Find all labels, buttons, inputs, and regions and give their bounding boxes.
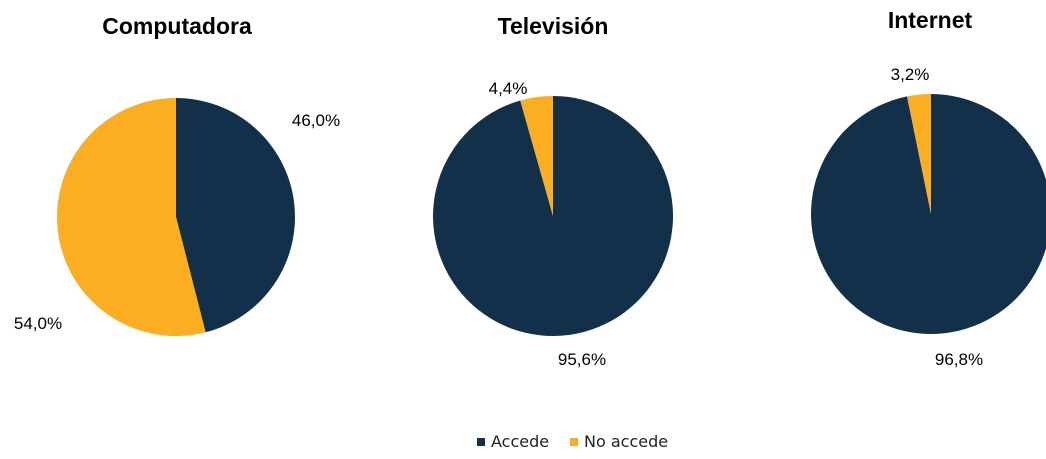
pie-slice-internet-accede bbox=[811, 94, 1046, 334]
pie-chart-computadora: Computadora 46,0% 54,0% bbox=[14, 13, 340, 336]
data-label-internet-accede: 96,8% bbox=[935, 350, 983, 369]
data-label-computadora-no-accede: 54,0% bbox=[14, 314, 62, 333]
legend-label-accede: Accede bbox=[491, 432, 549, 451]
data-label-internet-no-accede: 3,2% bbox=[891, 65, 930, 84]
pie-slices-computadora bbox=[56, 98, 295, 336]
pie-slices-television bbox=[433, 96, 674, 336]
legend-label-no-accede: No accede bbox=[584, 432, 668, 451]
pie-slice-computadora-no-accede bbox=[56, 98, 206, 336]
chart-title-television: Televisión bbox=[498, 13, 609, 39]
pie-slice-computadora-accede bbox=[176, 98, 295, 333]
legend-swatch-accede bbox=[477, 438, 485, 446]
data-label-computadora-accede: 46,0% bbox=[292, 111, 340, 130]
chart-title-computadora: Computadora bbox=[102, 13, 252, 39]
pie-chart-internet: Internet 96,8% 3,2% bbox=[811, 7, 1046, 369]
pie-slice-television-accede bbox=[433, 96, 674, 336]
pie-slices-internet bbox=[811, 94, 1046, 334]
pie-slice-television-no-accede bbox=[520, 96, 553, 216]
data-label-television-no-accede: 4,4% bbox=[489, 79, 528, 98]
chart-title-internet: Internet bbox=[888, 7, 973, 33]
pie-chart-television: Televisión 95,6% 4,4% bbox=[433, 13, 674, 369]
legend: Accede No accede bbox=[477, 432, 668, 451]
pie-slice-internet-no-accede bbox=[907, 94, 931, 214]
legend-swatch-no-accede bbox=[570, 438, 578, 446]
data-label-television-accede: 95,6% bbox=[558, 350, 606, 369]
